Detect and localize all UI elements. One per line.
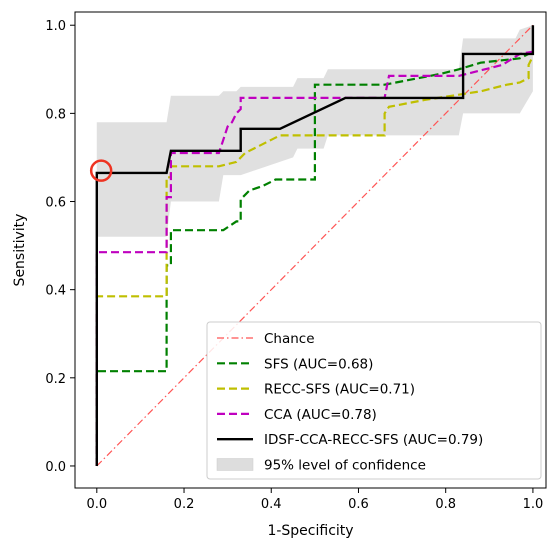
legend: Chance SFS (AUC=0.68) RECC-SFS (AUC=0.71) C… — [206, 321, 542, 480]
series-line-0 — [95, 50, 534, 466]
y-tick-label-1: 0.2 — [45, 372, 66, 387]
axes: 0.0 0.2 0.4 0.6 0.8 1.0 0.0 0.2 0.4 0.6 0.8 1.0 — [45, 11, 547, 512]
plot-area — [89, 24, 535, 467]
x-tick-label-5: 1.0 — [523, 497, 544, 512]
legend-label-1: SFS (AUC=0.68) — [264, 356, 373, 372]
y-tick-label-2: 0.4 — [45, 284, 66, 299]
y-axis-title: Sensitivity — [12, 214, 28, 287]
plot-frame — [74, 11, 547, 489]
legend-label-2: RECC-SFS (AUC=0.71) — [264, 382, 415, 398]
series-line-1 — [95, 55, 534, 466]
x-tick-label-0: 0.0 — [86, 497, 107, 512]
x-axis-title: 1-Specificity — [267, 523, 353, 538]
chance-line — [96, 24, 534, 467]
x-tick-label-3: 0.6 — [348, 497, 369, 512]
x-tick-label-4: 0.8 — [435, 497, 456, 512]
y-tick-label-3: 0.6 — [45, 196, 66, 211]
legend-swatch-5 — [216, 458, 254, 471]
legend-label-5: 95% level of confidence — [264, 458, 426, 474]
y-tick-label-4: 0.8 — [45, 107, 66, 122]
y-tick-label-0: 0.0 — [45, 460, 66, 475]
legend-label-4: IDSF-CCA-RECC-SFS (AUC=0.79) — [264, 432, 483, 448]
y-tick-label-5: 1.0 — [45, 19, 66, 34]
plot-content — [95, 24, 535, 467]
legend-label-3: CCA (AUC=0.78) — [264, 407, 377, 423]
legend-box — [206, 321, 542, 480]
legend-label-0: Chance — [264, 331, 315, 347]
x-tick-label-1: 0.2 — [174, 497, 195, 512]
x-tick-label-2: 0.4 — [261, 497, 282, 512]
highlight-marker — [89, 159, 113, 182]
series-line-2 — [95, 50, 534, 466]
series-line-3 — [95, 25, 535, 466]
